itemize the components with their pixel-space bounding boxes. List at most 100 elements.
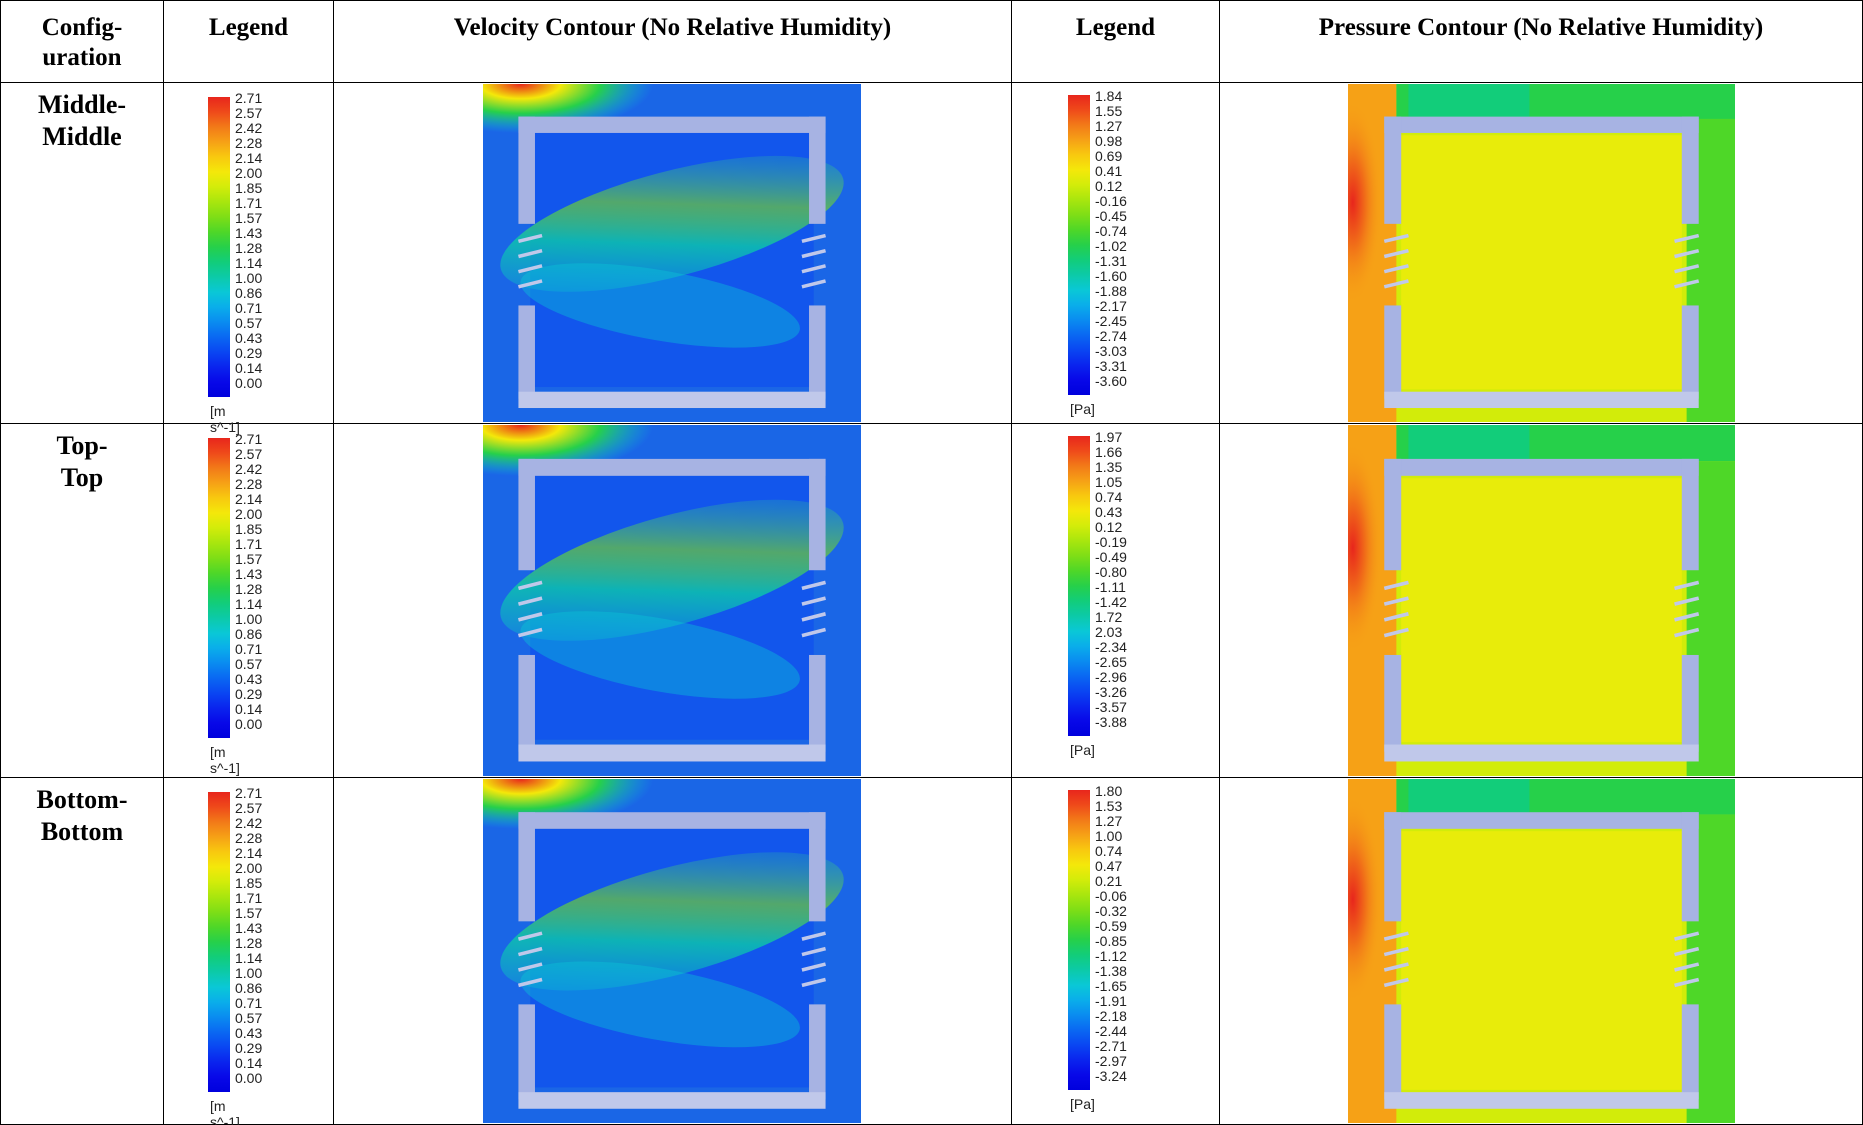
color-bar xyxy=(1068,790,1090,1090)
legend-label: -1.42 xyxy=(1095,595,1127,610)
legend-label: -2.97 xyxy=(1095,1054,1127,1069)
legend-label: -1.12 xyxy=(1095,949,1127,964)
legend-label: -2.96 xyxy=(1095,670,1127,685)
legend-label: -0.06 xyxy=(1095,889,1127,904)
legend-label: 1.53 xyxy=(1095,799,1122,814)
legend-label: 0.71 xyxy=(235,301,262,316)
legend-label: 1.00 xyxy=(235,966,262,981)
header-cell: Legend xyxy=(1012,0,1220,83)
legend-label: 1.14 xyxy=(235,951,262,966)
header-cell: Velocity Contour (No Relative Humidity) xyxy=(334,0,1012,83)
legend-label: -0.59 xyxy=(1095,919,1127,934)
legend-label: -0.19 xyxy=(1095,535,1127,550)
legend-label: 0.47 xyxy=(1095,859,1122,874)
legend-label: 2.71 xyxy=(235,786,262,801)
legend-label: 0.12 xyxy=(1095,520,1122,535)
color-bar xyxy=(208,438,230,738)
legend-label: 2.57 xyxy=(235,106,262,121)
legend-label: 2.00 xyxy=(235,507,262,522)
legend-label: -1.31 xyxy=(1095,254,1127,269)
legend-label: -3.31 xyxy=(1095,359,1127,374)
legend-label: 0.71 xyxy=(235,996,262,1011)
legend-label: -2.34 xyxy=(1095,640,1127,655)
legend-label: 2.42 xyxy=(235,462,262,477)
legend-label: -2.74 xyxy=(1095,329,1127,344)
legend-label: 2.57 xyxy=(235,447,262,462)
legend-label: 0.21 xyxy=(1095,874,1122,889)
legend-label: 0.43 xyxy=(235,1026,262,1041)
legend-label: -2.44 xyxy=(1095,1024,1127,1039)
legend-label: 2.14 xyxy=(235,151,262,166)
legend-label: 2.28 xyxy=(235,136,262,151)
legend-label: 2.00 xyxy=(235,166,262,181)
legend-label: 0.14 xyxy=(235,361,262,376)
legend-label: -0.45 xyxy=(1095,209,1127,224)
legend-label: 1.57 xyxy=(235,211,262,226)
legend-label: 1.72 xyxy=(1095,610,1122,625)
header-cell: Legend xyxy=(164,0,334,83)
legend-label: 0.69 xyxy=(1095,149,1122,164)
pressure-contour-image xyxy=(1348,425,1735,776)
legend-label: 0.29 xyxy=(235,687,262,702)
legend-label: 1.00 xyxy=(235,612,262,627)
legend-label: 1.35 xyxy=(1095,460,1122,475)
legend-label: 0.14 xyxy=(235,1056,262,1071)
legend-label: -0.74 xyxy=(1095,224,1127,239)
legend-label: 0.00 xyxy=(235,1071,262,1086)
legend-label: 1.85 xyxy=(235,876,262,891)
header-cell: Pressure Contour (No Relative Humidity) xyxy=(1220,0,1863,83)
legend-label: 0.86 xyxy=(235,286,262,301)
pressure-contour xyxy=(1348,779,1735,1123)
legend-label: 1.71 xyxy=(235,891,262,906)
legend-unit: [Pa] xyxy=(1070,1096,1095,1112)
header-cell: Config- uration xyxy=(0,0,164,83)
legend-label: 1.43 xyxy=(235,226,262,241)
legend-label: 1.28 xyxy=(235,582,262,597)
velocity-contour-image xyxy=(483,84,861,422)
color-bar xyxy=(208,792,230,1092)
legend-label: -3.26 xyxy=(1095,685,1127,700)
legend-unit: [Pa] xyxy=(1070,742,1095,758)
color-bar xyxy=(208,97,230,397)
legend-label: 2.71 xyxy=(235,91,262,106)
legend-label: 1.97 xyxy=(1095,430,1122,445)
legend-unit: [m s^-1] xyxy=(210,1098,240,1125)
legend-label: 1.85 xyxy=(235,181,262,196)
legend-label: -2.71 xyxy=(1095,1039,1127,1054)
legend-label: -2.17 xyxy=(1095,299,1127,314)
legend-label: -1.91 xyxy=(1095,994,1127,1009)
legend-label: -2.65 xyxy=(1095,655,1127,670)
legend-label: -0.85 xyxy=(1095,934,1127,949)
legend-label: 0.86 xyxy=(235,627,262,642)
velocity-contour-image xyxy=(483,779,861,1123)
legend-label: 0.29 xyxy=(235,1041,262,1056)
legend-label: -2.18 xyxy=(1095,1009,1127,1024)
config-cell: Top- Top xyxy=(0,424,164,778)
legend-label: -3.60 xyxy=(1095,374,1127,389)
velocity-contour xyxy=(483,425,861,776)
legend-label: 0.71 xyxy=(235,642,262,657)
legend-unit: [Pa] xyxy=(1070,401,1095,417)
legend-label: 2.42 xyxy=(235,121,262,136)
legend-label: 2.00 xyxy=(235,861,262,876)
legend-label: -1.38 xyxy=(1095,964,1127,979)
legend-label: 2.71 xyxy=(235,432,262,447)
legend-label: 0.74 xyxy=(1095,844,1122,859)
legend-label: 2.14 xyxy=(235,846,262,861)
legend-label: 0.41 xyxy=(1095,164,1122,179)
legend-label: 1.43 xyxy=(235,567,262,582)
color-bar xyxy=(1068,95,1090,395)
legend-label: -1.88 xyxy=(1095,284,1127,299)
legend-label: 0.29 xyxy=(235,346,262,361)
velocity-contour xyxy=(483,779,861,1123)
velocity-contour xyxy=(483,84,861,422)
legend-label: -3.88 xyxy=(1095,715,1127,730)
legend-label: 0.43 xyxy=(235,331,262,346)
legend-label: 0.14 xyxy=(235,702,262,717)
legend-label: 1.71 xyxy=(235,196,262,211)
page: Config- urationLegendVelocity Contour (N… xyxy=(0,0,1863,1125)
legend-label: 1.66 xyxy=(1095,445,1122,460)
legend-label: -3.03 xyxy=(1095,344,1127,359)
legend-label: 1.57 xyxy=(235,552,262,567)
legend-label: 0.43 xyxy=(235,672,262,687)
